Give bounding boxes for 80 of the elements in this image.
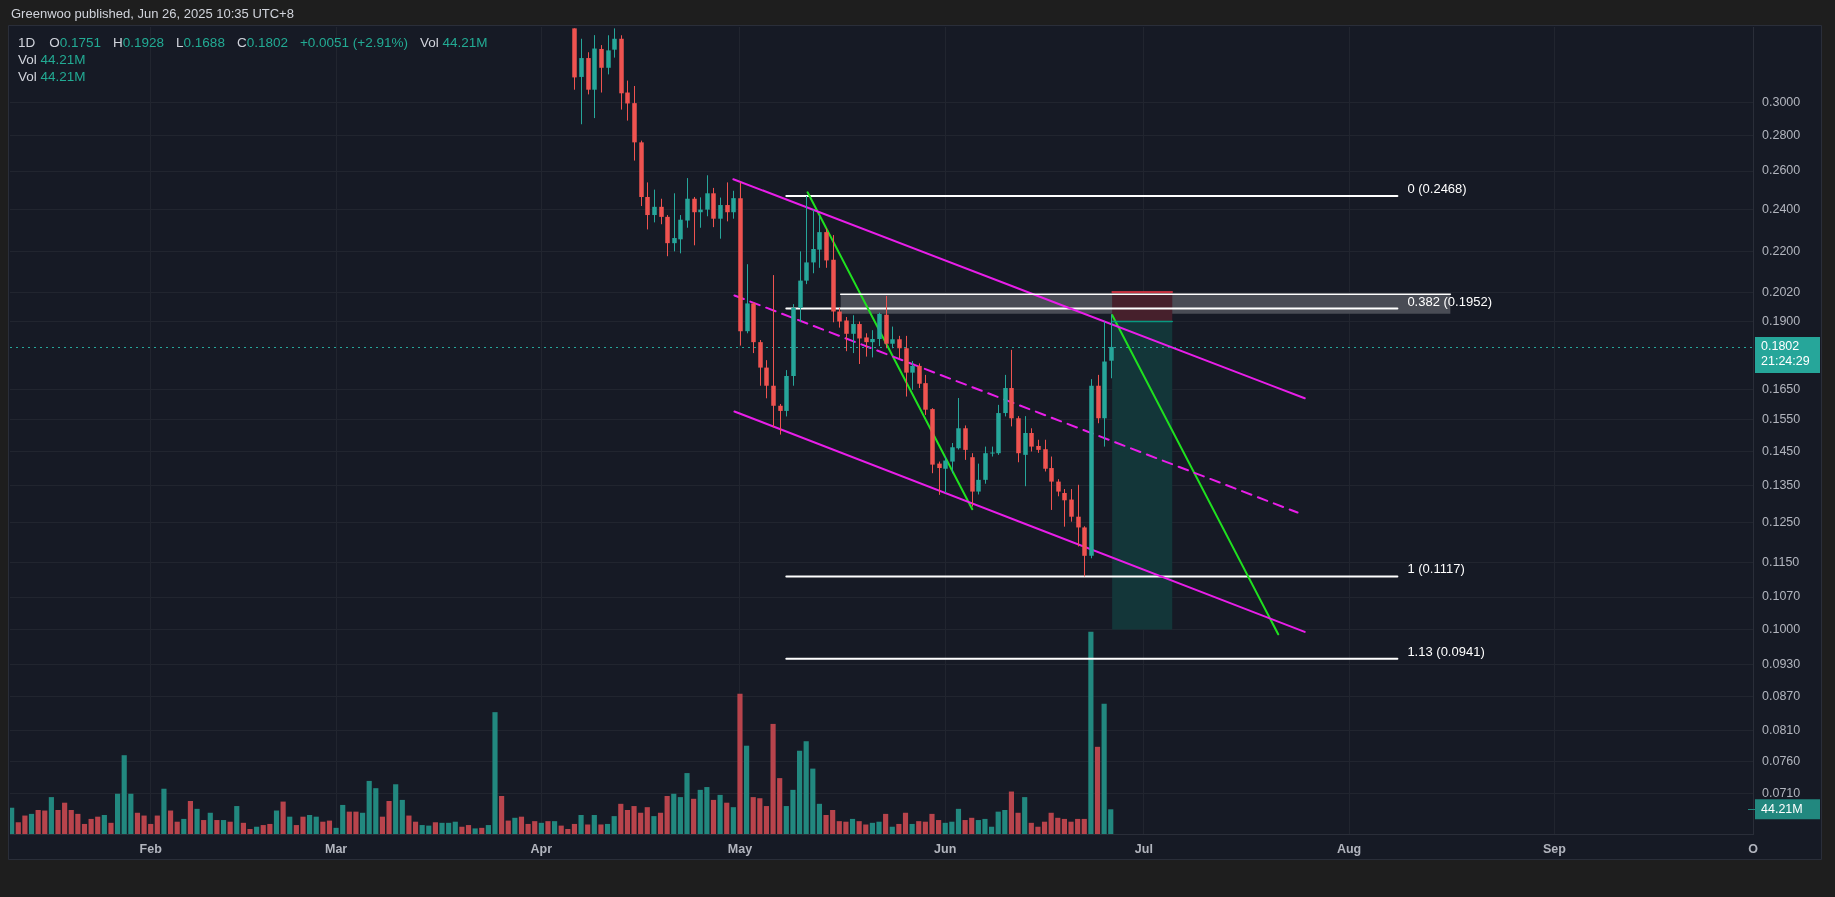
candlestick <box>1029 427 1034 453</box>
candlestick <box>897 335 902 359</box>
annotation: Vol 44.21M <box>18 51 86 67</box>
y2-tick-label: 44.21M <box>1761 801 1803 816</box>
annotation: O0.1751 <box>49 34 102 50</box>
y-tick-label: 0.1900 <box>1762 313 1801 328</box>
y-tick-label: 0.1250 <box>1762 514 1801 529</box>
y-tick-label: 0.2800 <box>1762 127 1801 142</box>
y-tick-label: 0.0870 <box>1762 688 1801 703</box>
y-tick-label: 0.3000 <box>1762 94 1801 109</box>
y-tick-label: 0.2200 <box>1762 243 1801 258</box>
x-tick-label: Mar <box>324 841 348 856</box>
candlestick <box>579 38 584 125</box>
x-tick-label: Jul <box>1134 841 1153 856</box>
annotation: Vol 44.21M <box>420 34 488 50</box>
candlestick <box>659 198 664 225</box>
y-tick-label: 0.1550 <box>1762 411 1801 426</box>
candlestick <box>864 332 869 358</box>
series-label: 0 (0.2468) <box>1407 181 1467 197</box>
candlestick <box>612 27 617 59</box>
annotation: Vol 44.21M <box>18 68 86 84</box>
candlestick <box>963 424 968 461</box>
ref-line-label: 0.1802 <box>1761 339 1800 354</box>
x-tick-label: Jun <box>934 841 957 856</box>
candlestick <box>599 44 604 94</box>
y-tick-label: 0.1450 <box>1762 443 1801 458</box>
chart-subtitle: Greenwoo published, Jun 26, 2025 10:35 UTC+8 <box>11 5 294 21</box>
candlestick <box>685 177 690 229</box>
candlestick <box>652 189 657 223</box>
candlestick <box>692 196 697 246</box>
x-tick-label: Sep <box>1542 841 1567 856</box>
y-tick-label: 0.1150 <box>1762 554 1800 569</box>
y-tick-label: 0.1000 <box>1762 621 1801 636</box>
candlestick <box>764 359 769 399</box>
candlestick <box>1069 488 1074 523</box>
candlestick <box>910 360 915 391</box>
x-tick-label: Feb <box>139 841 163 856</box>
candlestick <box>844 316 849 352</box>
candlestick <box>606 34 611 75</box>
annotation: C0.1802 <box>236 34 288 50</box>
candlestick <box>943 456 948 494</box>
candlestick <box>937 461 942 496</box>
text: 1D <box>18 34 36 50</box>
x-tick-label: May <box>727 841 753 856</box>
x-tick-label: Apr <box>530 841 553 856</box>
candlestick <box>990 446 995 458</box>
candlestick <box>1062 488 1067 528</box>
y-tick-label: 0.0810 <box>1762 723 1801 738</box>
y-tick-label: 0.2400 <box>1762 201 1801 216</box>
candlestick <box>976 463 981 495</box>
y-tick-label: 0.1070 <box>1762 589 1801 604</box>
candlestick <box>1076 484 1081 547</box>
y-tick-label: 0.1650 <box>1762 381 1801 396</box>
series-label: 0.382 (0.1952) <box>1407 293 1492 309</box>
candlestick <box>625 80 630 122</box>
candlestick <box>725 181 730 222</box>
y-tick-label: 0.0760 <box>1762 753 1801 768</box>
annotation: H0.1928 <box>113 34 165 50</box>
candlestick <box>1023 415 1028 487</box>
y-tick-label: 0.2020 <box>1762 284 1801 299</box>
candlestick <box>778 403 783 436</box>
candlestick <box>837 307 842 329</box>
candlestick <box>645 181 650 230</box>
candlestick <box>731 190 736 220</box>
candlestick <box>718 197 723 240</box>
annotation: L0.1688 <box>176 34 225 50</box>
series-label: 1 (0.1117) <box>1407 561 1465 577</box>
annotation: +0.0051 (+2.91%) <box>299 34 409 50</box>
x-tick-label: Aug <box>1336 841 1362 856</box>
text: 21:24:29 <box>1761 354 1810 369</box>
y-tick-label: 0.2600 <box>1762 163 1801 178</box>
candlestick <box>771 274 776 428</box>
series-label: 1.13 (0.0941) <box>1407 643 1485 659</box>
candlestick <box>705 174 710 217</box>
x-tick-label: O <box>1748 841 1759 856</box>
y-tick-label: 0.0710 <box>1762 786 1801 801</box>
y-tick-label: 0.1350 <box>1762 477 1801 492</box>
candlestick <box>857 321 862 365</box>
candlestick <box>804 195 809 285</box>
y-tick-label: 0.0930 <box>1762 656 1801 671</box>
